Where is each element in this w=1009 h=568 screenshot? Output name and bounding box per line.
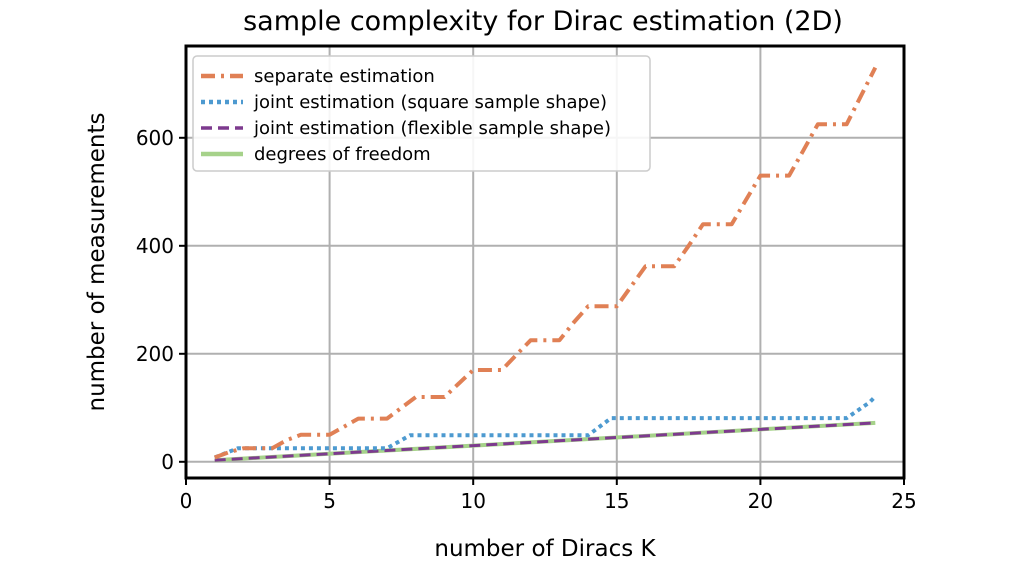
- legend-box: [192, 55, 651, 172]
- y-tick-label: 200: [136, 342, 174, 366]
- x-tick-label: 10: [460, 489, 485, 513]
- legend: separate estimation joint estimation (squ…: [192, 55, 651, 172]
- x-axis-label: number of Diracs K: [434, 536, 656, 562]
- legend-label: degrees of freedom: [254, 144, 431, 165]
- axis-ticks: 0 5 10 15 20 25 0 200 400 600: [136, 126, 917, 513]
- plot-lines: [213, 66, 878, 463]
- x-tick-label: 15: [604, 489, 629, 513]
- y-axis-label: number of measurements: [84, 113, 110, 412]
- chart-title: sample complexity for Dirac estimation (…: [243, 6, 843, 37]
- plot-area-frame: [184, 44, 906, 480]
- series-line-joint-estimation-flexible-sample-shape: [214, 421, 876, 462]
- y-tick-label: 0: [161, 450, 174, 474]
- x-tick-label: 0: [180, 489, 193, 513]
- y-tick-label: 600: [136, 126, 174, 150]
- y-tick-label: 400: [136, 234, 174, 258]
- legend-label: separate estimation: [254, 66, 435, 87]
- legend-label: joint estimation (square sample shape): [253, 92, 607, 113]
- x-tick-label: 25: [891, 489, 916, 513]
- x-tick-label: 20: [748, 489, 773, 513]
- x-tick-label: 5: [323, 489, 336, 513]
- series-line-separate-estimation: [213, 66, 878, 460]
- legend-label: joint estimation (flexible sample shape): [253, 118, 611, 139]
